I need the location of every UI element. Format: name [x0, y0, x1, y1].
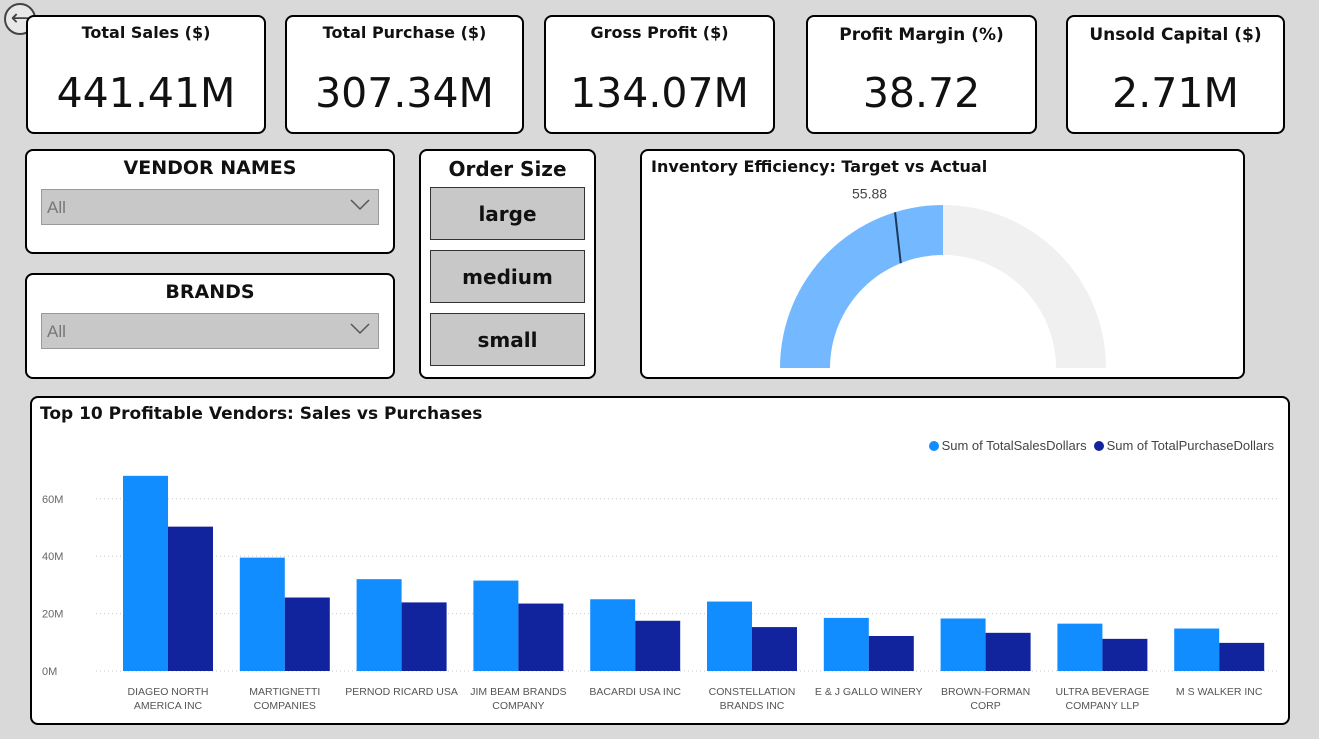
bar [1174, 628, 1220, 671]
bar [752, 627, 797, 671]
kpi-value: 38.72 [862, 69, 981, 117]
legend-dot [1093, 440, 1104, 451]
dropdown-value: All [47, 198, 66, 217]
bar [1057, 623, 1103, 671]
x-tick-label: E & J GALLO WINERY [815, 686, 923, 698]
order-size-large-button[interactable]: large [430, 187, 585, 240]
slicer-title: BRANDS [165, 281, 255, 303]
kpi-value: 441.41M [56, 69, 236, 117]
gauge-target-marker [894, 212, 902, 264]
bar [473, 580, 519, 671]
kpi-value: 307.34M [315, 69, 494, 117]
order-size-small-button[interactable]: small [430, 313, 585, 366]
kpi-value: 2.71M [1112, 69, 1239, 117]
bar [284, 597, 330, 671]
bar [707, 601, 752, 671]
x-tick-label: AMERICA INC [134, 700, 203, 712]
bar-chart: 0M 20M 40M 60M DIAGEO NORTH AMERICA INC MARTIG… [42, 475, 1278, 712]
slicer-title: Order Size [448, 157, 567, 181]
kpi-value: 134.07M [570, 69, 749, 117]
kpi-card-total-sales: Total Sales ($) 441.41M [26, 15, 266, 134]
x-tick-label: COMPANY LLP [1066, 700, 1140, 712]
bar [168, 526, 213, 671]
brands-dropdown[interactable]: All [41, 313, 379, 349]
y-tick-label: 60M [42, 494, 63, 506]
x-tick-label: COMPANY [492, 700, 544, 712]
bar [635, 620, 681, 671]
x-tick-label: COMPANIES [254, 700, 316, 712]
y-tick-label: 20M [42, 609, 63, 621]
bar [401, 602, 447, 671]
gauge-chart: 55.88 [780, 186, 1106, 368]
bar [868, 635, 914, 671]
x-tick-label: CORP [970, 700, 1000, 712]
gauge-fill [780, 205, 943, 368]
x-tick-label: BRANDS INC [720, 700, 785, 712]
inventory-efficiency-gauge-card: Inventory Efficiency: Target vs Actual 5… [640, 149, 1245, 379]
legend-label: Sum of TotalSalesDollars [941, 438, 1087, 453]
gauge-title: Inventory Efficiency: Target vs Actual [651, 157, 988, 176]
slicer-title: VENDOR NAMES [123, 157, 297, 179]
bar [356, 579, 402, 671]
kpi-title: Profit Margin (%) [839, 25, 1004, 45]
kpi-card-gross-profit: Gross Profit ($) 134.07M [544, 15, 775, 134]
kpi-title: Total Purchase ($) [322, 23, 487, 42]
order-size-medium-button[interactable]: medium [430, 250, 585, 303]
brands-slicer: BRANDS All [25, 273, 395, 379]
legend-dot [928, 440, 939, 451]
kpi-card-total-purchase: Total Purchase ($) 307.34M [285, 15, 524, 134]
bar [1219, 642, 1265, 671]
bar [239, 557, 285, 671]
chart-title: Top 10 Profitable Vendors: Sales vs Purc… [40, 404, 483, 424]
vendor-names-slicer: VENDOR NAMES All [25, 149, 395, 254]
x-tick-label: BACARDI USA INC [589, 686, 681, 698]
kpi-card-profit-margin: Profit Margin (%) 38.72 [806, 15, 1037, 134]
bar [985, 632, 1031, 671]
chevron-down-icon [350, 199, 370, 211]
bar [1102, 638, 1148, 671]
order-size-slicer: Order Size large medium small [419, 149, 596, 379]
chart-legend: Sum of TotalSalesDollars Sum of TotalPur… [928, 438, 1274, 453]
y-tick-label: 40M [42, 551, 63, 563]
x-tick-label: MARTIGNETTI [249, 686, 320, 698]
vendor-names-dropdown[interactable]: All [41, 189, 379, 225]
x-tick-label: CONSTELLATION [709, 686, 796, 698]
bar [590, 599, 636, 671]
kpi-card-unsold-capital: Unsold Capital ($) 2.71M [1066, 15, 1285, 134]
kpi-title: Total Sales ($) [81, 23, 211, 42]
legend-item-sales[interactable]: Sum of TotalSalesDollars [928, 438, 1087, 453]
legend-item-purchases[interactable]: Sum of TotalPurchaseDollars [1093, 438, 1274, 453]
bar [518, 603, 564, 671]
chevron-down-icon [350, 323, 370, 335]
x-tick-label: ULTRA BEVERAGE [1056, 686, 1150, 698]
kpi-title: Gross Profit ($) [590, 23, 729, 42]
top-vendors-chart-card: Top 10 Profitable Vendors: Sales vs Purc… [30, 396, 1290, 725]
y-tick-label: 0M [42, 666, 57, 678]
x-tick-label: JIM BEAM BRANDS [470, 686, 566, 698]
x-tick-label: DIAGEO NORTH [128, 686, 209, 698]
bar [823, 617, 869, 671]
bar [123, 475, 168, 671]
back-arrow-icon: ← [10, 6, 30, 31]
x-tick-label: PERNOD RICARD USA [345, 686, 458, 698]
gauge-value-label: 55.88 [852, 186, 887, 202]
bar [940, 618, 986, 671]
x-tick-label: BROWN-FORMAN [941, 686, 1030, 698]
kpi-title: Unsold Capital ($) [1089, 25, 1262, 45]
x-tick-label: M S WALKER INC [1176, 686, 1263, 698]
legend-label: Sum of TotalPurchaseDollars [1106, 438, 1274, 453]
dropdown-value: All [47, 322, 66, 341]
